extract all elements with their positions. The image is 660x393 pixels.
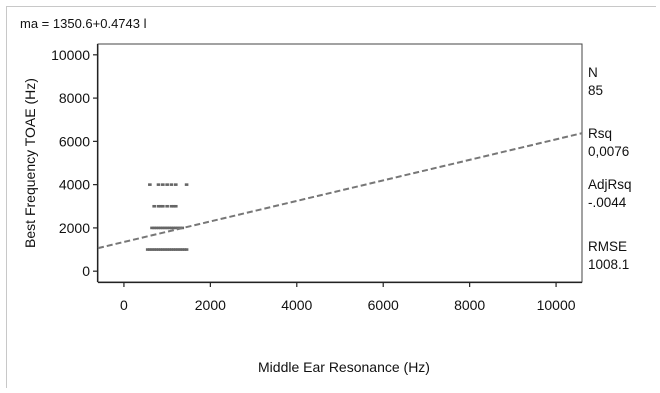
data-point xyxy=(161,183,165,186)
x-axis-title: Middle Ear Resonance (Hz) xyxy=(258,359,430,375)
data-point xyxy=(158,226,163,230)
data-point xyxy=(178,248,182,251)
data-point xyxy=(169,183,174,186)
data-point xyxy=(154,248,159,251)
stat-label: RMSE xyxy=(588,239,628,254)
data-point xyxy=(171,248,176,251)
regression-line xyxy=(97,132,583,250)
data-point xyxy=(163,226,167,230)
y-tick-label: 8000 xyxy=(59,90,90,106)
x-tick-label: 4000 xyxy=(281,297,312,313)
x-tick-label: 6000 xyxy=(368,297,399,313)
stat-label: AdjRsq xyxy=(588,177,632,192)
data-point xyxy=(165,183,169,186)
x-tick-label: 8000 xyxy=(454,297,485,313)
data-point xyxy=(148,248,152,251)
data-point xyxy=(156,183,161,186)
data-point xyxy=(152,204,156,208)
data-point xyxy=(165,226,169,230)
y-axis-title: Best Frequency TOAE (Hz) xyxy=(22,78,38,248)
data-point xyxy=(156,226,161,230)
data-point xyxy=(152,226,156,230)
y-tick-label: 2000 xyxy=(59,220,90,236)
data-point xyxy=(169,248,174,251)
data-point xyxy=(176,226,180,230)
data-point xyxy=(161,248,165,251)
data-point xyxy=(169,226,174,230)
data-point xyxy=(165,204,169,208)
y-tick-label: 6000 xyxy=(59,133,90,149)
data-point xyxy=(145,248,150,251)
data-point xyxy=(180,248,185,251)
stat-rmse: RMSE 1008.1 xyxy=(588,238,658,274)
stat-adjrsq: AdjRsq -.0044 xyxy=(588,176,658,212)
data-point xyxy=(158,248,163,251)
data-point xyxy=(173,204,178,208)
stat-value: 1008.1 xyxy=(588,257,630,272)
stat-rsq: Rsq 0,0076 xyxy=(588,125,658,161)
y-tick-label: 4000 xyxy=(59,177,90,193)
stat-label: Rsq xyxy=(588,126,613,141)
x-tick-label: 0 xyxy=(120,297,128,313)
data-point xyxy=(152,248,156,251)
data-point xyxy=(184,248,189,251)
data-point xyxy=(148,183,152,186)
data-point xyxy=(161,226,165,230)
stat-value: 85 xyxy=(588,83,604,98)
stat-label: N xyxy=(588,65,598,80)
x-tick-label: 10000 xyxy=(537,297,576,313)
chart-frame xyxy=(6,6,656,388)
data-point xyxy=(184,183,189,186)
plot-area xyxy=(97,43,583,283)
data-point xyxy=(171,226,176,230)
stat-n: N 85 xyxy=(588,64,658,100)
data-point xyxy=(150,226,154,230)
data-point xyxy=(182,248,187,251)
data-point xyxy=(156,248,161,251)
data-point xyxy=(158,204,163,208)
data-point xyxy=(161,204,165,208)
data-point xyxy=(173,248,178,251)
data-point xyxy=(150,248,154,251)
regression-equation: ma = 1350.6+0.4743 l xyxy=(20,16,147,31)
data-point xyxy=(154,226,159,230)
data-point xyxy=(176,248,180,251)
x-tick-label: 2000 xyxy=(195,297,226,313)
data-point xyxy=(167,248,172,251)
data-point xyxy=(165,248,169,251)
y-tick-label: 0 xyxy=(82,263,90,279)
stat-value: 0,0076 xyxy=(588,144,630,159)
data-point xyxy=(169,204,174,208)
data-point xyxy=(171,204,176,208)
data-point xyxy=(163,248,167,251)
data-point xyxy=(167,226,172,230)
data-point xyxy=(173,183,178,186)
stat-value: -.0044 xyxy=(588,195,627,210)
data-point xyxy=(156,204,161,208)
data-point xyxy=(173,226,178,230)
y-tick-label: 10000 xyxy=(51,47,90,63)
